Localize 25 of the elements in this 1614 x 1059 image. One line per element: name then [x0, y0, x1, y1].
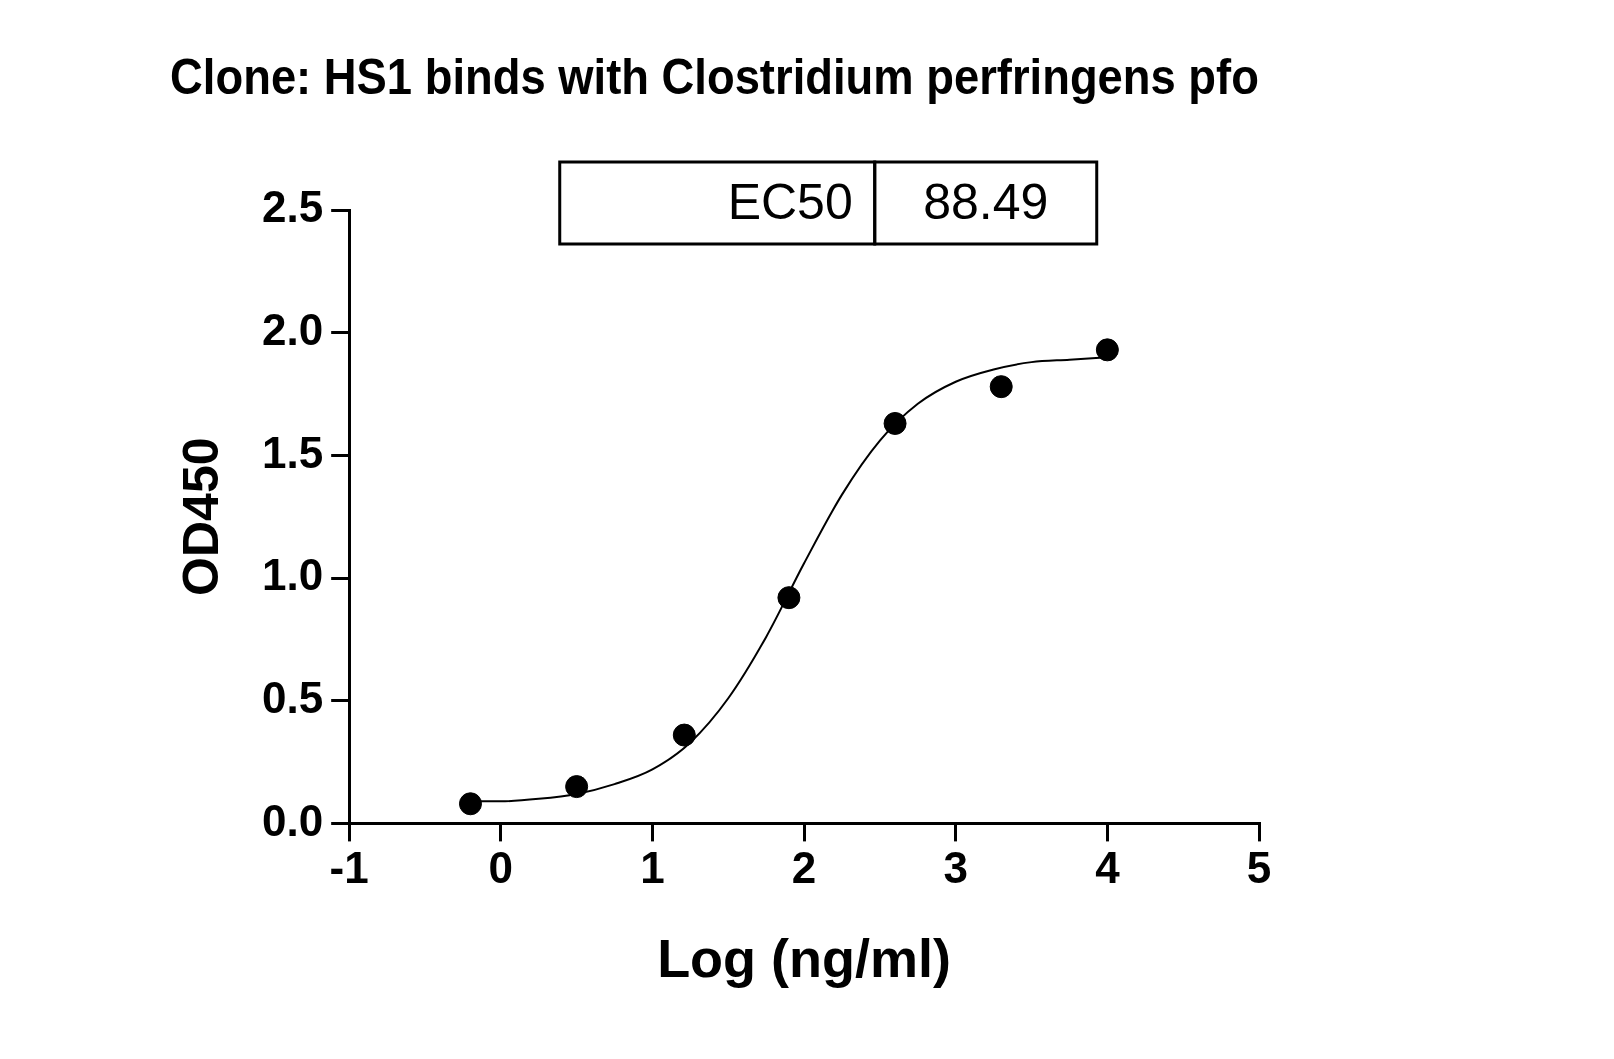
- point: [1095, 338, 1119, 362]
- x-tick-label: 1: [640, 842, 665, 892]
- chart-title: Clone: HS1 binds with Clostridium perfringens pfo: [170, 48, 1259, 105]
- point: [565, 775, 589, 799]
- point: [989, 375, 1013, 399]
- point: [883, 411, 907, 435]
- y-tick-label: 1.5: [261, 427, 324, 477]
- annotation: 88.49: [923, 173, 1049, 230]
- y-axis-title: OD450: [172, 437, 229, 596]
- x-tick-label: 4: [1095, 842, 1121, 892]
- y-tick-label: 2.0: [261, 304, 324, 354]
- y-tick-label: 0.5: [261, 672, 324, 722]
- point: [777, 586, 801, 610]
- x-tick-label: -1: [329, 842, 369, 892]
- y-tick-label: 0.0: [261, 795, 324, 845]
- annotation: EC50: [727, 173, 853, 230]
- x-tick-label: 3: [943, 842, 968, 892]
- x-tick-label: 5: [1246, 842, 1272, 892]
- y-tick-label: 2.5: [261, 182, 324, 232]
- x-axis-title: Log (ng/ml): [657, 928, 952, 989]
- point: [672, 723, 696, 747]
- x-tick-label: 0: [488, 842, 514, 892]
- y-tick-label: 1.0: [261, 550, 324, 600]
- x-tick-label: 2: [791, 842, 817, 892]
- point: [458, 792, 482, 816]
